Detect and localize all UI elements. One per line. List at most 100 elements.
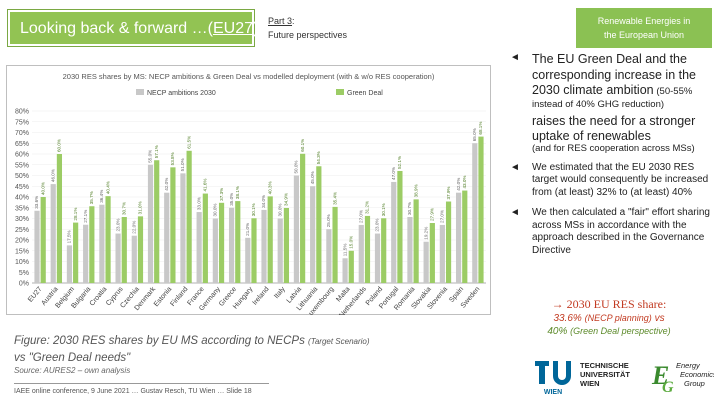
data-label-green-deal: 35.4% xyxy=(332,192,337,205)
data-label-necp: 34.0% xyxy=(261,195,266,208)
bar-green-deal xyxy=(364,215,371,283)
data-label-green-deal: 15.0% xyxy=(348,236,353,249)
footer-divider xyxy=(14,383,269,384)
data-label-green-deal: 53.8% xyxy=(170,152,175,165)
bar-necp xyxy=(439,224,445,283)
data-label-green-deal: 61.5% xyxy=(186,136,191,149)
y-tick-label: 80% xyxy=(15,109,29,116)
y-tick-label: 10% xyxy=(15,259,29,266)
bar-necp xyxy=(277,218,283,283)
bullet-1-main: The EU Green Deal and the corresponding … xyxy=(532,52,696,97)
data-label-necp: 27.0% xyxy=(440,210,445,223)
bar-green-deal xyxy=(251,218,257,283)
data-label-necp: 22.0% xyxy=(132,221,137,234)
svg-text:E: E xyxy=(651,361,669,390)
data-label-green-deal: 35.7% xyxy=(89,191,94,204)
y-tick-label: 50% xyxy=(15,173,29,180)
bar-necp xyxy=(131,235,137,283)
data-label-necp: 17.5% xyxy=(67,230,72,243)
tu-line-1: TECHNISCHE xyxy=(580,361,629,370)
res-share-chart: 2030 RES shares by MS: NECP ambitions & … xyxy=(6,65,491,315)
data-label-necp: 11.5% xyxy=(342,244,347,257)
bar-necp xyxy=(391,181,397,283)
slide-footer: IAEE online conference, 9 June 2021 … Gu… xyxy=(14,388,252,395)
bar-necp xyxy=(66,245,73,283)
data-label-necp: 33.6% xyxy=(34,196,39,209)
eeg-logo: E G Energy Economics Group xyxy=(650,356,717,398)
summary-box: → 2030 EU RES share: 33.6% (NECP plannin… xyxy=(506,296,712,338)
part-colon: : xyxy=(292,16,295,26)
y-tick-label: 60% xyxy=(15,152,29,159)
y-tick-label: 20% xyxy=(15,238,29,245)
bullet-2-text: We estimated that the EU 2030 RES target… xyxy=(532,161,709,198)
eeg-line-2: Economics xyxy=(680,370,714,379)
bar-green-deal xyxy=(218,202,225,283)
y-tick-label: 55% xyxy=(15,162,29,169)
y-tick-label: 25% xyxy=(15,227,29,234)
bar-green-deal xyxy=(445,201,452,283)
bar-green-deal xyxy=(235,201,241,283)
bar-necp xyxy=(147,164,154,283)
bar-necp xyxy=(423,241,429,283)
data-label-necp: 47.0% xyxy=(391,167,396,180)
data-label-green-deal: 40.3% xyxy=(267,181,272,194)
data-label-green-deal: 31.0% xyxy=(138,201,143,214)
bar-green-deal xyxy=(154,160,160,283)
data-label-necp: 51.0% xyxy=(180,158,185,171)
bar-green-deal xyxy=(283,207,290,283)
summary-line-2: 40% (Green Deal perspective) xyxy=(506,325,712,338)
bullet-arrow-icon: ◄ xyxy=(510,161,520,173)
bar-necp xyxy=(50,184,56,283)
eeg-line-3: Group xyxy=(684,379,705,388)
bar-green-deal xyxy=(413,199,419,283)
data-label-necp: 42.0% xyxy=(164,178,169,191)
data-label-green-deal: 34.9% xyxy=(284,193,289,206)
data-label-necp: 30.7% xyxy=(407,202,412,215)
tu-line-2: UNIVERSITÄT xyxy=(580,370,631,379)
data-label-green-deal: 30.1% xyxy=(381,203,386,216)
bullet-1-paren: (50-55% instead of 40% GHG reduction) xyxy=(532,86,693,110)
summary-label-1: (NECP planning) xyxy=(584,313,652,323)
source-note: Source: AURES2 – own analysis xyxy=(14,366,131,375)
summary-vs: vs xyxy=(654,313,665,324)
data-label-green-deal: 60.1% xyxy=(300,139,305,152)
tu-wien-logo: WIEN xyxy=(531,357,575,397)
y-tick-label: 75% xyxy=(15,119,29,126)
slide-title: Looking back & forward …(EU27) xyxy=(8,10,258,46)
y-tick-label: 5% xyxy=(19,270,29,277)
bar-necp xyxy=(245,237,251,283)
bar-necp xyxy=(358,224,364,283)
bullet-effort-sharing: ◄ We then calculated a "fair" effort sha… xyxy=(506,207,711,257)
bar-green-deal xyxy=(429,223,435,283)
bar-necp xyxy=(261,209,267,283)
tu-wien-text: TECHNISCHE UNIVERSITÄT WIEN xyxy=(580,361,630,388)
legend-label-green-deal: Green Deal xyxy=(347,90,383,97)
title-eu27-link[interactable]: EU27 xyxy=(212,20,254,37)
summary-label-2: (Green Deal perspective) xyxy=(570,326,671,336)
data-label-green-deal: 57.1% xyxy=(154,145,159,158)
y-tick-label: 40% xyxy=(15,195,29,202)
data-label-green-deal: 28.1% xyxy=(73,208,78,221)
topic-line-2: the European Union xyxy=(603,30,685,40)
bar-necp xyxy=(407,216,413,283)
y-tick-label: 30% xyxy=(15,216,29,223)
bullet-estimate: ◄ We estimated that the EU 2030 RES targ… xyxy=(506,162,711,200)
data-label-necp: 33.0% xyxy=(196,197,201,210)
data-label-necp: 42.0% xyxy=(456,178,461,191)
data-label-necp: 46.0% xyxy=(50,169,55,182)
bar-necp xyxy=(115,233,121,283)
bar-green-deal xyxy=(121,216,127,283)
bar-green-deal xyxy=(381,218,387,283)
caption-line-1: Figure: 2030 RES shares by EU MS accordi… xyxy=(14,335,305,347)
bar-green-deal xyxy=(186,150,192,283)
chart-title: 2030 RES shares by MS: NECP ambitions & … xyxy=(63,72,435,81)
tu-line-3: WIEN xyxy=(580,379,600,388)
bar-green-deal xyxy=(478,136,484,283)
data-label-green-deal: 38.9% xyxy=(413,184,418,197)
data-label-necp: 65.0% xyxy=(472,128,477,141)
bullet-arrow-icon: ◄ xyxy=(510,207,520,218)
data-label-necp: 25.0% xyxy=(326,214,331,227)
figure-caption: Figure: 2030 RES shares by EU MS accordi… xyxy=(14,333,370,366)
title-suffix: ) xyxy=(253,20,259,37)
bar-green-deal xyxy=(267,196,273,283)
